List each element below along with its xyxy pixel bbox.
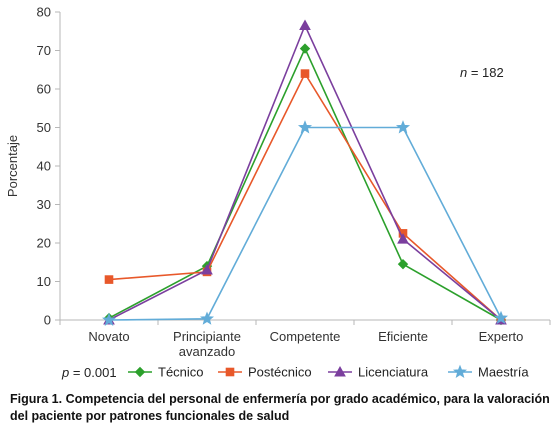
y-tick-label: 60 [37,82,51,97]
sample-size-annotation: n = 182 [460,65,504,80]
data-point-licenciatura [397,233,409,244]
legend-label: Licenciatura [358,365,429,380]
figure-caption-line-2: del paciente por patrones funcionales de… [10,409,290,423]
sample-size-symbol: n [460,65,467,80]
series-line-tecnico [108,46,502,321]
series-line-maestria [108,126,502,321]
legend-label: Postécnico [248,365,312,380]
line-chart: 0 10 20 30 40 50 60 70 80 Novato Principiante avan… [5,5,551,380]
figure-caption-line-1: Figura 1. Competencia del personal de en… [10,392,550,406]
p-value-symbol: p [61,365,69,380]
data-point-postecnico [300,69,310,78]
x-tick-label-line: Competente [270,329,341,344]
sample-size-value: = 182 [467,65,504,80]
data-point-maestria [101,312,117,326]
x-tick-label-line: Novato [88,329,129,344]
series-line-postecnico [108,71,502,321]
x-tick-label-line: Eficiente [378,329,428,344]
series-tecnico [103,43,507,326]
legend-item: Técnico [128,365,204,380]
figure-caption: Figura 1. Competencia del personal de en… [10,391,550,425]
x-tick-label-line: avanzado [179,344,235,359]
x-tick-label: Novato [88,329,129,344]
x-tick-label-line: Experto [479,329,524,344]
y-axis: 0 10 20 30 40 50 60 70 80 [37,5,61,328]
p-value-value: = 0.001 [69,365,116,380]
y-tick-label: 50 [37,120,51,135]
legend-marker [452,364,468,378]
legend: Técnico Postécnico Licenciatura Maestría [128,365,529,380]
y-tick-label: 30 [37,197,51,212]
x-tick-label: Principiante avanzado [173,329,241,359]
series-licenciatura [103,19,507,325]
legend-item: Licenciatura [328,365,429,380]
y-tick-label: 70 [37,43,51,58]
x-axis: Novato Principiante avanzado Competente Efic… [59,319,551,359]
data-point-tecnico [299,43,311,54]
data-point-licenciatura [299,19,311,30]
legend-marker [225,367,235,377]
data-point-maestria [199,311,215,325]
x-tick-label: Experto [479,329,524,344]
legend-item: Maestría [448,365,529,380]
x-tick-label: Competente [270,329,341,344]
series-maestria [101,120,509,326]
data-point-tecnico [397,258,409,270]
y-axis-label: Porcentaje [5,135,20,197]
legend-item: Postécnico [218,365,312,380]
data-point-maestria [395,120,411,134]
y-tick-label: 40 [37,159,51,174]
x-tick-label-line: Principiante [173,329,241,344]
data-point-maestria [297,120,313,134]
y-tick-label: 10 [37,274,51,289]
y-tick-label: 80 [37,5,51,20]
legend-label: Maestría [478,365,529,380]
data-point-licenciatura [201,263,213,275]
y-tick-label: 0 [44,313,51,328]
x-tick-label: Eficiente [378,329,428,344]
series-postecnico [104,69,506,325]
legend-marker [134,366,146,378]
data-point-postecnico [104,275,114,284]
series-layer [101,19,509,326]
legend-label: Técnico [158,365,204,380]
p-value-annotation: p = 0.001 [61,365,117,380]
y-tick-label: 20 [37,236,51,251]
legend-marker [334,365,346,377]
data-point-maestria [493,310,509,325]
